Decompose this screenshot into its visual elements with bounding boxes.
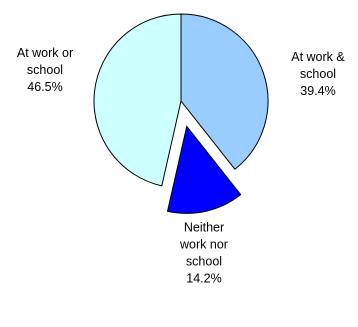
slice-percent-1: 14.2%: [186, 272, 221, 286]
slice-percent-2: 46.5%: [27, 80, 62, 94]
slice-label-line: school: [186, 255, 222, 269]
slice-label-line: At work &: [291, 50, 345, 64]
slice-label-2: At work or school 46.5%: [17, 46, 73, 94]
slice-label-line: At work or: [17, 46, 73, 60]
pie-slice-0: [180, 13, 269, 170]
pie-labels: At work & school 39.4% Neither work nor schoo…: [17, 46, 346, 286]
pie-slice-1: [166, 125, 242, 214]
slice-percent-0: 39.4%: [300, 84, 335, 98]
slice-label-1: Neither work nor school 14.2%: [179, 221, 228, 286]
slice-label-line: Neither: [184, 221, 224, 235]
slice-label-line: school: [27, 63, 63, 77]
slice-label-0: At work & school 39.4%: [291, 50, 345, 98]
slice-label-line: work nor: [179, 238, 228, 252]
pie-slices: [93, 13, 269, 214]
pie-slice-2: [93, 13, 182, 187]
slice-label-line: school: [300, 67, 336, 81]
